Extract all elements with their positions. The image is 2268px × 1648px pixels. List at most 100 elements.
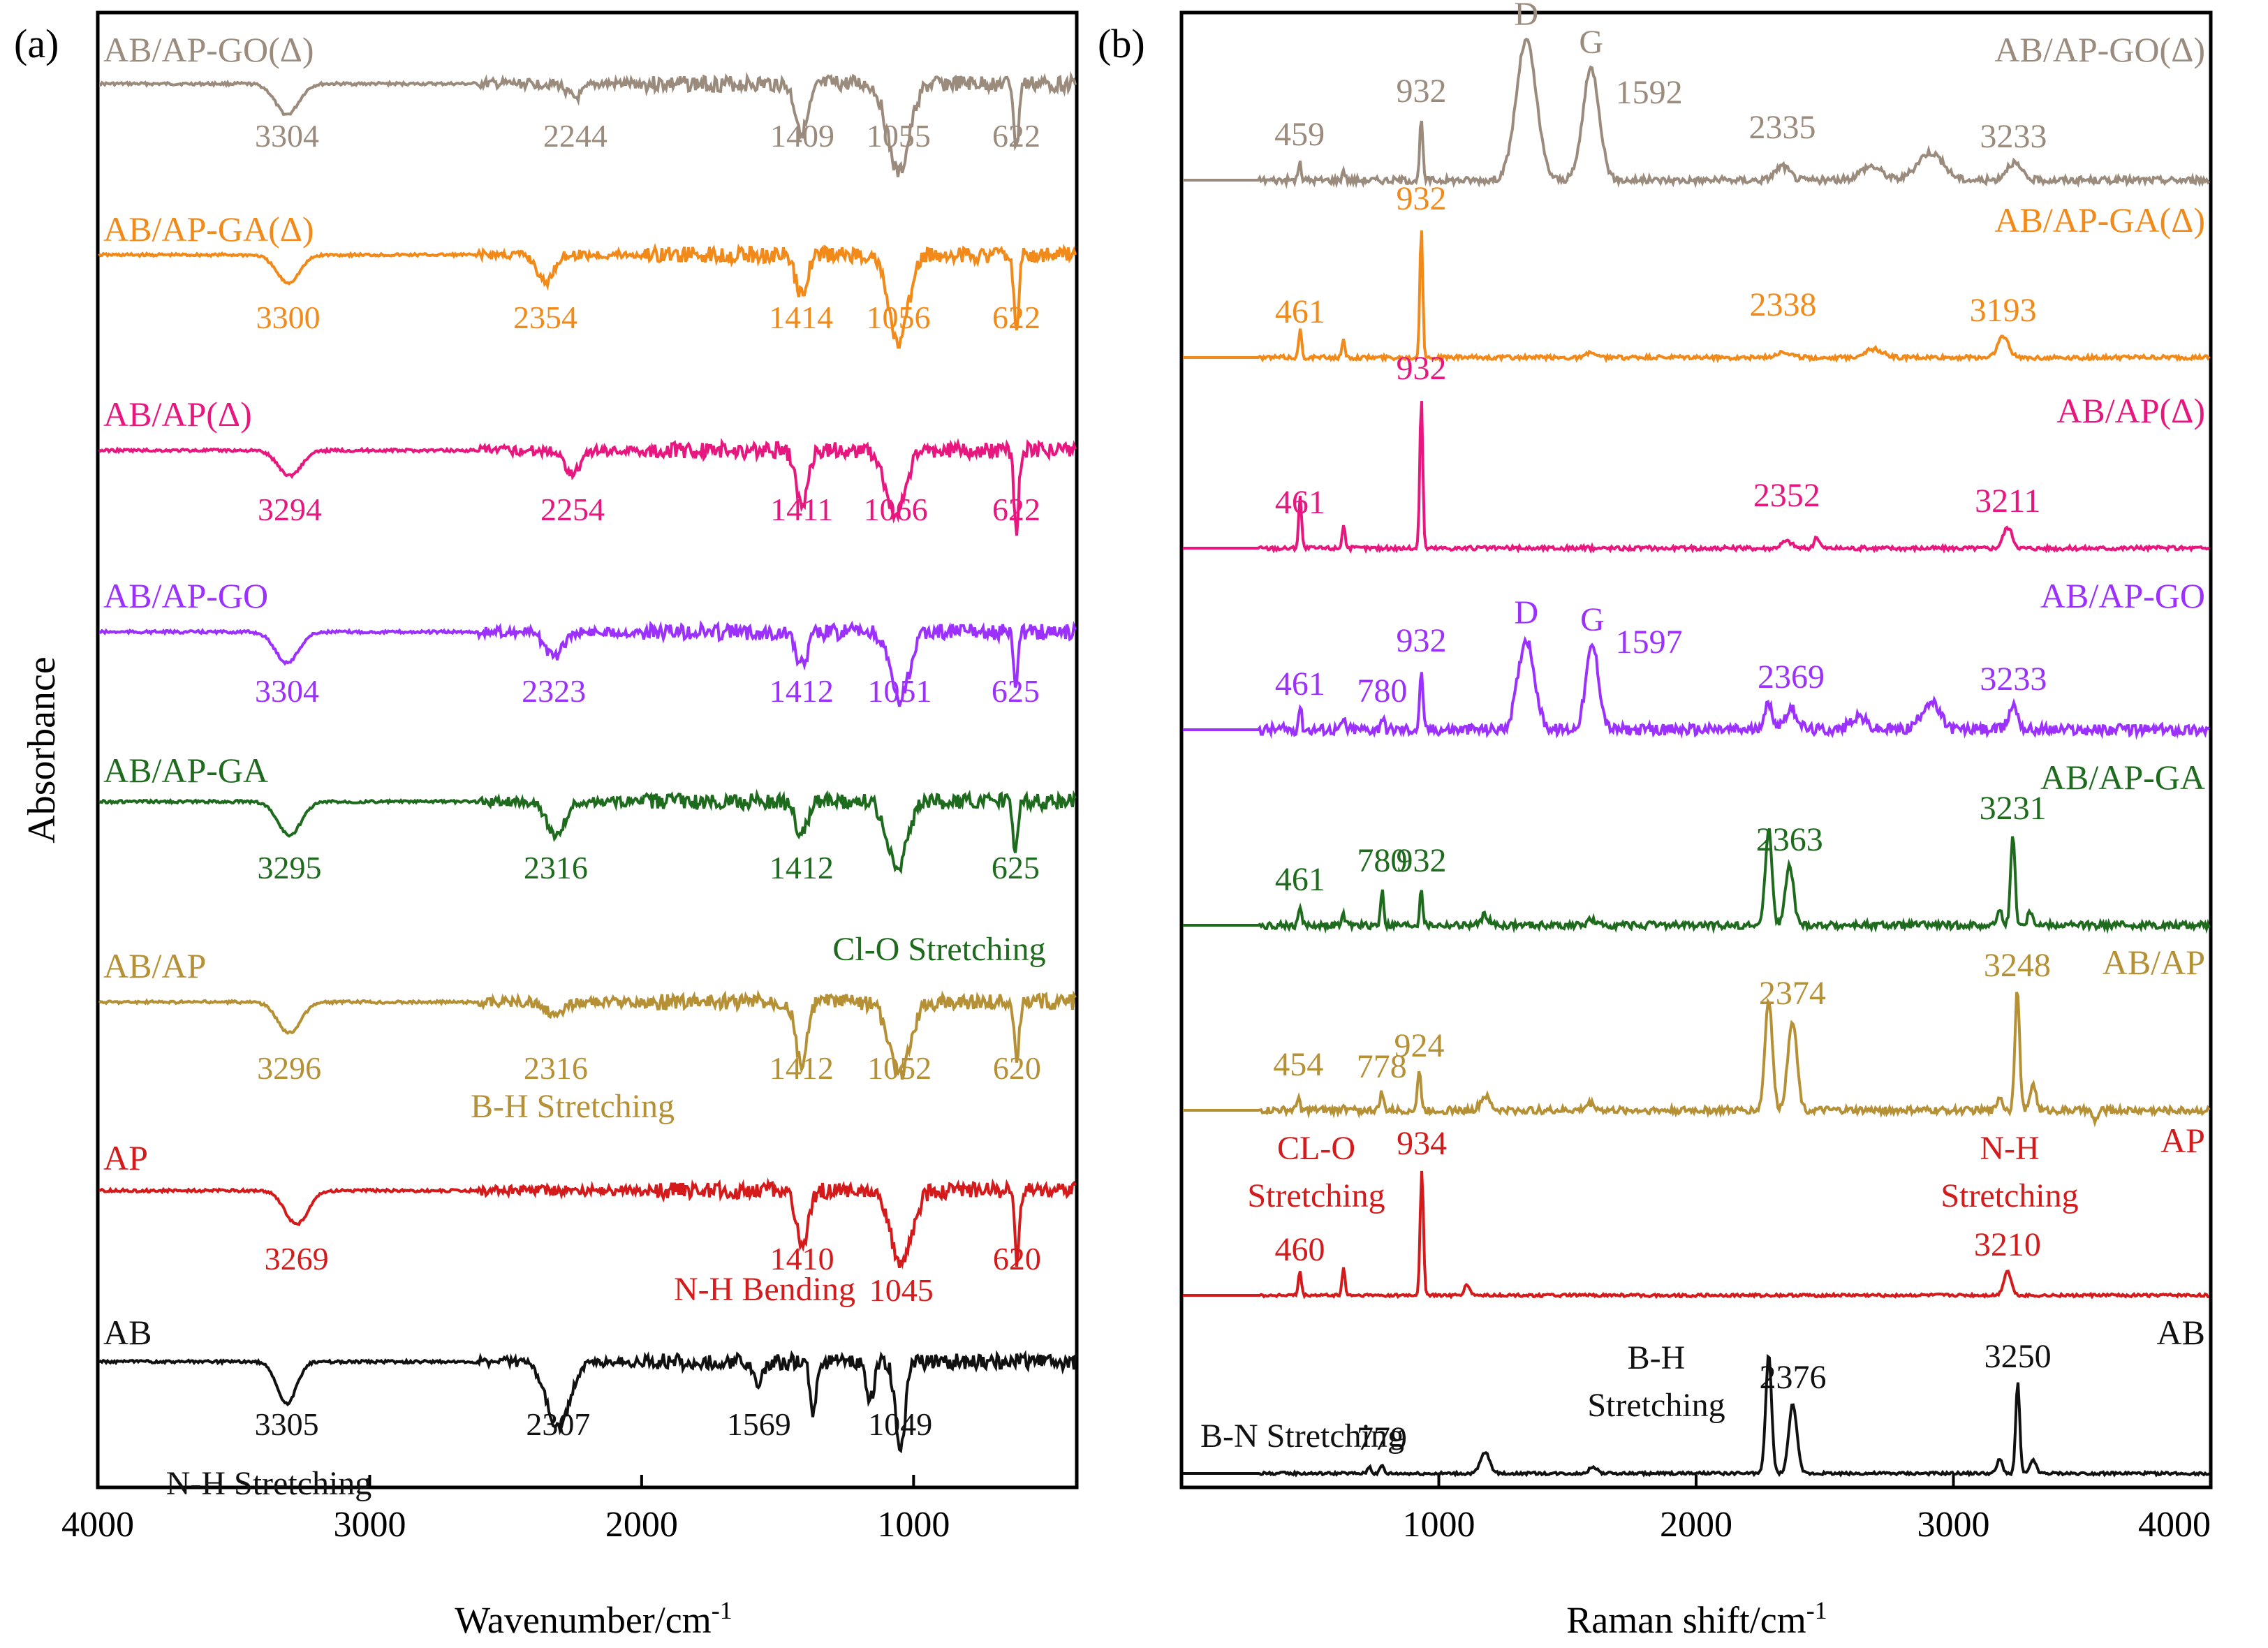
peak-label-a: 1045 — [869, 1272, 934, 1308]
peak-label-b: G — [1579, 24, 1603, 61]
spectra-a — [98, 71, 1077, 1454]
x-tick-label-a: 3000 — [333, 1505, 406, 1545]
peak-label-a: 1056 — [867, 300, 931, 335]
raman-line — [1183, 992, 2211, 1128]
peak-label-b: 934 — [1397, 1125, 1447, 1162]
annotation-a: Cl-O Stretching — [832, 931, 1045, 968]
peak-label-b: 779 — [1357, 1420, 1407, 1457]
peak-label-b: G — [1580, 601, 1605, 638]
peak-label-b: 3233 — [1980, 661, 2047, 698]
series-name-b: AB/AP-GO(Δ) — [1994, 30, 2205, 69]
x-tick-label-a: 4000 — [61, 1505, 134, 1545]
peak-label-a: 3269 — [265, 1241, 329, 1277]
series-name-b: AB/AP-GA(Δ) — [1994, 200, 2205, 240]
peak-label-b: 461 — [1275, 484, 1325, 521]
peak-label-a: 622 — [992, 118, 1040, 154]
peak-label-a: 3296 — [257, 1050, 321, 1086]
x-ticks-b: 1000 2000 3000 4000 — [1403, 1475, 2212, 1545]
peak-label-b: 778 — [1357, 1048, 1407, 1085]
peak-label-b: 3193 — [1970, 292, 2037, 329]
raman-line — [1183, 37, 2211, 189]
annotation-b: N-H — [1980, 1130, 2039, 1167]
series-name-b: AB/AP-GO — [2040, 576, 2205, 615]
peak-label-b: 461 — [1275, 293, 1325, 330]
peak-label-b: 932 — [1396, 73, 1446, 110]
x-tick-label-b: 2000 — [1660, 1505, 1732, 1545]
annotations-a: Cl-O Stretching B-H Stretching N-H Bending… — [166, 931, 1046, 1502]
series-name-a: AB/AP(Δ) — [103, 395, 252, 434]
peak-label-b: 3210 — [1974, 1226, 2041, 1263]
peak-label-a: 2354 — [513, 300, 577, 335]
peak-label-b: 2369 — [1758, 659, 1825, 696]
series-name-a: AP — [103, 1138, 148, 1177]
series-name-b: AB/AP — [2103, 943, 2205, 982]
peak-label-b: 3211 — [1975, 483, 2040, 520]
series-name-a: AB/AP — [103, 946, 206, 985]
peak-label-b: D — [1514, 594, 1538, 631]
peak-label-a: 1410 — [770, 1241, 834, 1277]
annotation-b: CL-O — [1277, 1130, 1355, 1167]
annotations-b: CL-O Stretching N-H Stretching B-H Stretching… — [1200, 1130, 2079, 1455]
peak-label-b: 2374 — [1759, 975, 1826, 1012]
peak-label-a: 1051 — [867, 673, 932, 709]
peak-label-a: 2244 — [543, 118, 608, 154]
peak-label-a: 3300 — [256, 300, 321, 335]
peak-label-a: 1052 — [867, 1050, 932, 1086]
raman-line — [1183, 230, 2211, 364]
y-axis-label: Absorbance — [20, 656, 64, 843]
peak-label-a: 625 — [992, 673, 1040, 709]
ftir-line — [98, 1350, 1077, 1454]
peak-label-a: 3295 — [258, 850, 322, 885]
peak-label-a: 620 — [993, 1050, 1041, 1086]
raman-line — [1183, 1353, 2211, 1478]
x-axis-label-b: Raman shift/cm-1 — [1566, 1596, 1827, 1641]
peak-label-a: 1569 — [727, 1406, 791, 1442]
peak-label-b: 932 — [1396, 180, 1446, 217]
x-tick-label-a: 2000 — [605, 1505, 678, 1545]
annotation-b: B-N Stretching — [1200, 1418, 1404, 1455]
series-name-b: AB/AP-GA — [2040, 758, 2205, 797]
peak-label-b: D — [1514, 0, 1538, 33]
series-name-b: AP — [2160, 1121, 2205, 1160]
peak-label-a: 620 — [993, 1241, 1041, 1277]
peak-label-b: 461 — [1275, 861, 1325, 898]
panel-a-label: (a) — [14, 21, 59, 66]
peak-label-b: 1597 — [1616, 624, 1683, 661]
series-name-b: AB/AP(Δ) — [2056, 391, 2205, 430]
peak-label-a: 2307 — [526, 1406, 590, 1442]
x-axis-label-a: Wavenumber/cm-1 — [455, 1596, 732, 1641]
peak-label-b: 932 — [1396, 622, 1446, 659]
peak-label-a: 3304 — [255, 118, 319, 154]
peak-label-a: 1409 — [770, 118, 834, 154]
peak-label-b: 924 — [1394, 1027, 1444, 1064]
peak-label-b: 3248 — [1984, 947, 2051, 984]
ftir-line — [98, 438, 1077, 536]
annotation-b: Stretching — [1941, 1177, 2078, 1214]
ftir-line — [98, 788, 1077, 875]
series-name-a: AB — [103, 1313, 152, 1352]
annotation-b: Stretching — [1587, 1387, 1725, 1424]
peak-labels-b: AB/AP-GO(Δ) 459 932 D G 2335 3233 1592 AB/AP-GA(… — [1273, 0, 2205, 1457]
peak-label-b: 460 — [1275, 1231, 1325, 1268]
peak-label-b: 2363 — [1756, 821, 1823, 858]
spectra-b — [1183, 37, 2211, 1478]
peak-label-b: 3233 — [1980, 118, 2047, 155]
peak-label-a: 1414 — [769, 300, 833, 335]
x-tick-label-b: 3000 — [1917, 1505, 1990, 1545]
peak-label-a: 1412 — [770, 1050, 834, 1086]
peak-label-a: 622 — [992, 492, 1040, 527]
peak-label-b: 932 — [1396, 350, 1446, 387]
ftir-line — [98, 71, 1077, 177]
raman-line — [1183, 401, 2211, 554]
annotation-a: N-H Stretching — [166, 1465, 372, 1502]
annotation-b: B-H — [1628, 1339, 1686, 1376]
peak-label-a: 1066 — [864, 492, 928, 527]
peak-label-b: 1592 — [1616, 74, 1683, 111]
raman-line — [1183, 635, 2211, 740]
x-tick-label-a: 1000 — [877, 1505, 950, 1545]
peak-label-b: 2352 — [1753, 477, 1820, 514]
series-name-a: AB/AP-GA — [103, 751, 268, 790]
peak-label-b: 3231 — [1980, 790, 2047, 827]
panel-a-frame — [96, 10, 1079, 1489]
peak-labels-a: AB/AP-GO(Δ) 3304 2244 1409 1055 622 AB/AP-GA(Δ… — [103, 30, 1041, 1442]
